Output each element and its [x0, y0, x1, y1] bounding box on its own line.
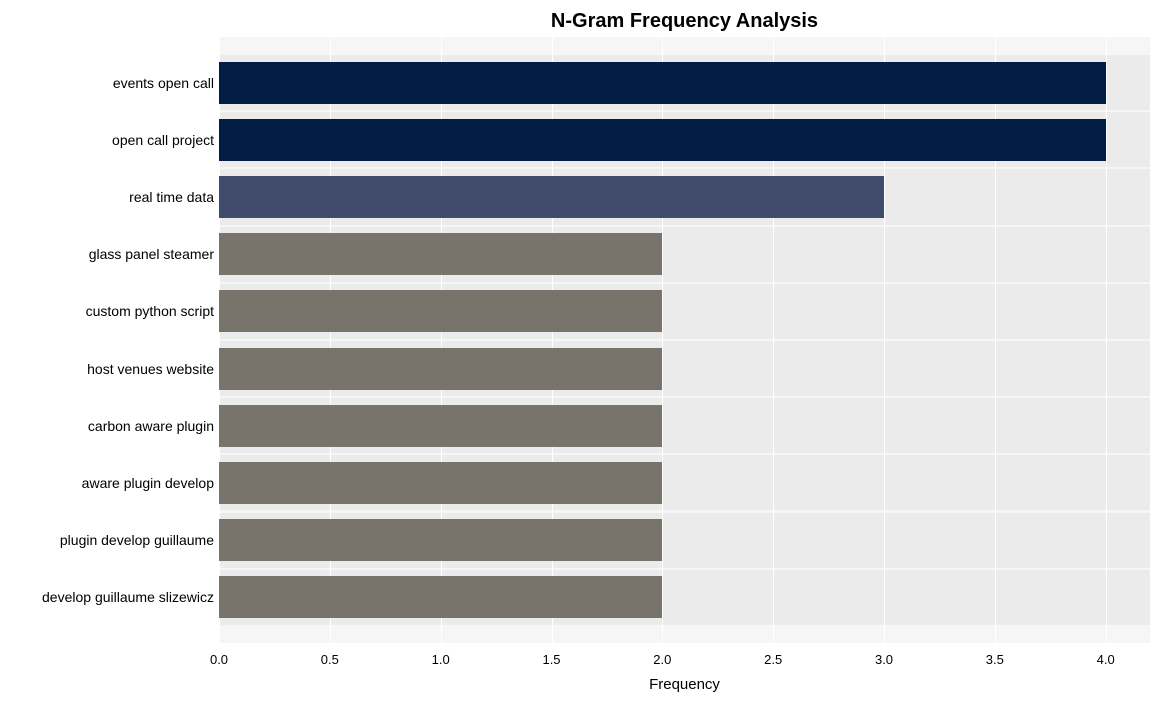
bar [219, 119, 1106, 161]
x-tick-label: 3.5 [986, 652, 1004, 667]
bar [219, 176, 884, 218]
bar [219, 62, 1106, 104]
bar [219, 233, 662, 275]
y-tick-label: develop guillaume slizewicz [4, 589, 214, 605]
y-tick-label: host venues website [4, 361, 214, 377]
bar [219, 462, 662, 504]
bar [219, 348, 662, 390]
y-tick-label: carbon aware plugin [4, 418, 214, 434]
y-tick-label: aware plugin develop [4, 475, 214, 491]
bar [219, 405, 662, 447]
x-axis-label: Frequency [219, 676, 1150, 693]
bar [219, 290, 662, 332]
x-tick-label: 0.5 [321, 652, 339, 667]
x-tick-label: 3.0 [875, 652, 893, 667]
x-tick-label: 2.0 [653, 652, 671, 667]
bar [219, 519, 662, 561]
y-tick-label: custom python script [4, 303, 214, 319]
chart-title: N-Gram Frequency Analysis [219, 10, 1150, 33]
grid-line [1106, 37, 1107, 643]
chart-container: N-Gram Frequency Analysis Frequency even… [0, 0, 1159, 701]
x-tick-label: 1.5 [542, 652, 560, 667]
bar [219, 576, 662, 618]
y-tick-label: open call project [4, 132, 214, 148]
y-tick-label: glass panel steamer [4, 246, 214, 262]
x-tick-label: 2.5 [764, 652, 782, 667]
y-tick-label: real time data [4, 189, 214, 205]
x-tick-label: 1.0 [432, 652, 450, 667]
y-tick-label: plugin develop guillaume [4, 532, 214, 548]
y-tick-label: events open call [4, 75, 214, 91]
x-tick-label: 4.0 [1097, 652, 1115, 667]
plot-area [219, 37, 1150, 643]
x-tick-label: 0.0 [210, 652, 228, 667]
